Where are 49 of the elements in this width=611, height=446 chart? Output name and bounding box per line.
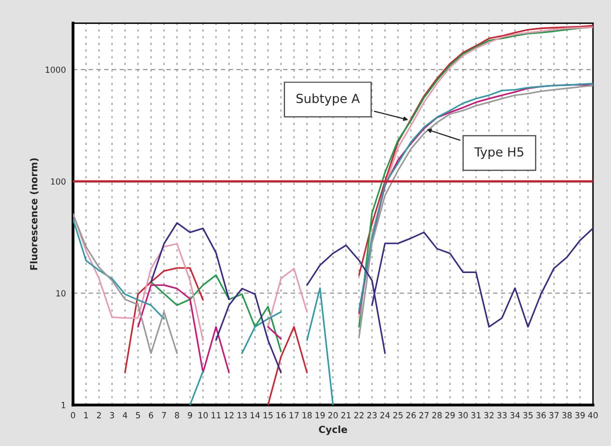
x-tick-label: 4	[122, 412, 128, 418]
x-tick-label: 5	[136, 412, 140, 418]
x-tick-label: 31	[471, 412, 481, 418]
x-tick-label: 22	[354, 412, 364, 418]
x-tick-label: 10	[198, 412, 208, 418]
x-tick-label: 39	[575, 412, 585, 418]
x-axis-title: Cycle	[318, 426, 348, 436]
x-tick-label: 21	[341, 412, 351, 418]
x-tick-label: 18	[302, 412, 312, 418]
x-tick-label: 1	[84, 412, 88, 418]
x-tick-label: 29	[445, 412, 455, 418]
y-tick-label: 10	[56, 290, 66, 296]
x-tick-label: 2	[96, 412, 101, 418]
x-tick-label: 7	[162, 412, 166, 418]
x-tick-label: 23	[367, 412, 377, 418]
x-tick-label: 3	[110, 412, 114, 418]
x-tick-label: 11	[212, 412, 221, 418]
x-tick-label: 0	[70, 412, 76, 418]
x-tick-label: 30	[458, 412, 468, 418]
y-tick-label: 1	[62, 402, 66, 408]
y-tick-label: 100	[51, 178, 66, 185]
x-tick-label: 13	[238, 412, 247, 418]
x-tick-label: 37	[549, 412, 559, 418]
x-tick-label: 33	[497, 412, 507, 418]
x-tick-label: 38	[562, 412, 572, 418]
x-tick-label: 34	[510, 412, 520, 418]
x-tick-label: 19	[316, 412, 325, 418]
x-tick-label: 8	[174, 412, 180, 418]
x-tick-label: 28	[432, 412, 442, 418]
x-tick-label: 15	[264, 412, 273, 418]
x-tick-label: 32	[484, 412, 494, 418]
x-tick-label: 40	[588, 412, 598, 418]
x-tick-label: 27	[419, 412, 429, 418]
x-tick-label: 24	[380, 412, 390, 418]
x-tick-label: 17	[290, 412, 299, 418]
y-tick-label: 1000	[46, 66, 66, 73]
x-tick-label: 9	[188, 412, 192, 418]
x-tick-label: 16	[276, 412, 286, 418]
x-tick-label: 35	[523, 412, 533, 418]
x-tick-label: 6	[148, 412, 154, 418]
annotation: Subtype A	[296, 94, 360, 106]
y-axis-title: Fluorescence (norm)	[30, 158, 39, 270]
x-tick-label: 14	[250, 412, 260, 418]
x-tick-label: 36	[536, 412, 546, 418]
x-tick-label: 12	[224, 412, 234, 418]
x-tick-label: 25	[393, 412, 403, 418]
annotation: Type H5	[474, 147, 524, 160]
x-tick-label: 26	[406, 412, 416, 418]
x-tick-label: 20	[328, 412, 338, 418]
